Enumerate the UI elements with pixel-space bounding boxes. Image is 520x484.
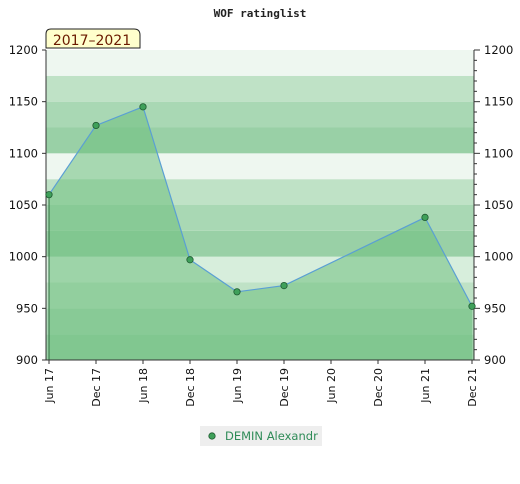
data-point (280, 281, 288, 290)
y-tick-left-label: 1100 (9, 146, 38, 160)
x-tick-label: Dec 19 (278, 368, 291, 407)
data-point (468, 302, 476, 310)
x-tick-label: Jun 19 (231, 368, 244, 404)
x-tick-label: Jun 18 (137, 368, 150, 404)
legend-entry: DEMIN Alexandr (225, 429, 318, 443)
y-tick-right-label: 900 (484, 353, 506, 367)
grid-band (46, 50, 474, 76)
y-tick-left-label: 1000 (9, 250, 38, 264)
period-label: 2017–2021 (53, 33, 131, 49)
legend: DEMIN Alexandr (200, 426, 322, 446)
x-tick-label: Dec 21 (466, 368, 479, 407)
data-point (421, 213, 429, 221)
y-tick-right-label: 1200 (484, 43, 513, 57)
x-tick-label: Jun 21 (419, 368, 432, 404)
legend-marker (208, 432, 216, 440)
series-line (48, 106, 473, 307)
data-point (92, 121, 100, 130)
y-tick-right-label: 1050 (484, 198, 513, 212)
area-layer (48, 106, 473, 360)
y-tick-left-label: 950 (16, 301, 38, 315)
y-tick-right-label: 1150 (484, 95, 513, 109)
x-tick-label: Jun 17 (43, 368, 56, 404)
data-point (186, 256, 194, 264)
x-tick-label: Dec 20 (372, 368, 385, 407)
y-tick-right-label: 1100 (484, 146, 513, 160)
data-point (45, 191, 53, 199)
x-tick-label: Dec 17 (90, 368, 103, 407)
y-tick-left-label: 1200 (9, 43, 38, 57)
legend-bg (200, 426, 322, 446)
grid-band (46, 75, 474, 102)
y-tick-left-label: 900 (16, 353, 38, 367)
data-markers (45, 103, 476, 310)
period-badge: 2017–2021 (45, 28, 141, 49)
y-tick-right-label: 950 (484, 301, 506, 315)
data-point (139, 103, 147, 111)
chart-title: WOF ratinglist (214, 7, 307, 20)
y-tick-left-label: 1050 (9, 198, 38, 212)
x-axis-ticks: Jun 17 Dec 17 Jun 18 Dec 18 Jun 19 Dec 19 Jun … (43, 360, 479, 407)
series-area (49, 106, 472, 360)
y-axis-left-ticks: 900 950 1000 1050 1100 1150 1200 (9, 43, 46, 367)
y-tick-right-label: 1000 (484, 250, 513, 264)
x-tick-label: Dec 18 (184, 368, 197, 407)
data-point (233, 288, 241, 296)
y-tick-left-label: 1150 (9, 95, 38, 109)
period-badge-bg (45, 28, 141, 49)
y-axis-right-ticks: 900 950 1000 1050 1100 1150 1200 (474, 43, 513, 367)
x-tick-label: Jun 20 (325, 368, 338, 404)
